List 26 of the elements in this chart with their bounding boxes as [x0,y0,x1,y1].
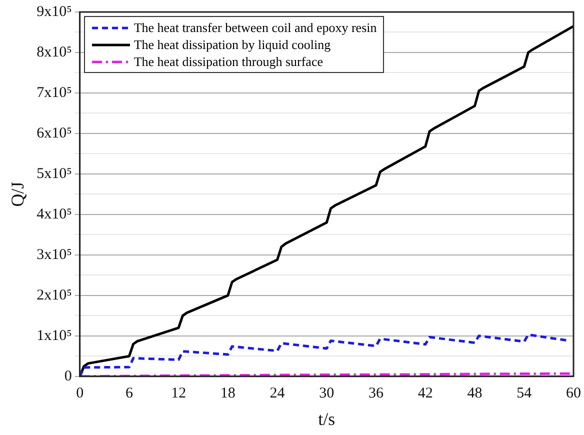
x-tick-label: 36 [368,385,384,402]
legend-label: The heat dissipation by liquid cooling [134,36,331,53]
x-tick-label: 42 [418,385,433,402]
y-tick-label: 5x10⁵ [36,166,72,182]
x-tick-label: 60 [566,385,581,402]
x-tick-label: 48 [467,385,482,402]
x-tick-label: 6 [125,385,134,402]
x-tick-label: 30 [319,385,334,402]
x-tick-label: 24 [270,385,286,402]
legend-label: The heat transfer between coil and epoxy resin [134,19,377,36]
legend-label: The heat dissipation through surface [134,53,323,70]
y-tick-label: 0 [64,368,72,384]
y-tick-label: 4x10⁵ [36,206,72,222]
y-axis-title: Q/J [8,182,28,207]
y-tick-label: 8x10⁵ [36,44,72,60]
y-tick-label: 6x10⁵ [36,125,72,142]
x-tick-label: 54 [516,385,532,402]
y-tick-label: 2x10⁵ [36,287,72,304]
x-tick-label: 12 [171,385,186,402]
y-tick-label: 1x10⁵ [36,328,72,344]
x-axis-title: t/s [318,408,336,429]
x-tick-label: 18 [220,385,236,402]
y-tick-label: 9x10⁵ [36,4,72,20]
x-tick-label: 0 [76,385,84,402]
y-tick-label: 7x10⁵ [36,84,72,101]
y-tick-label: 3x10⁵ [36,246,72,263]
